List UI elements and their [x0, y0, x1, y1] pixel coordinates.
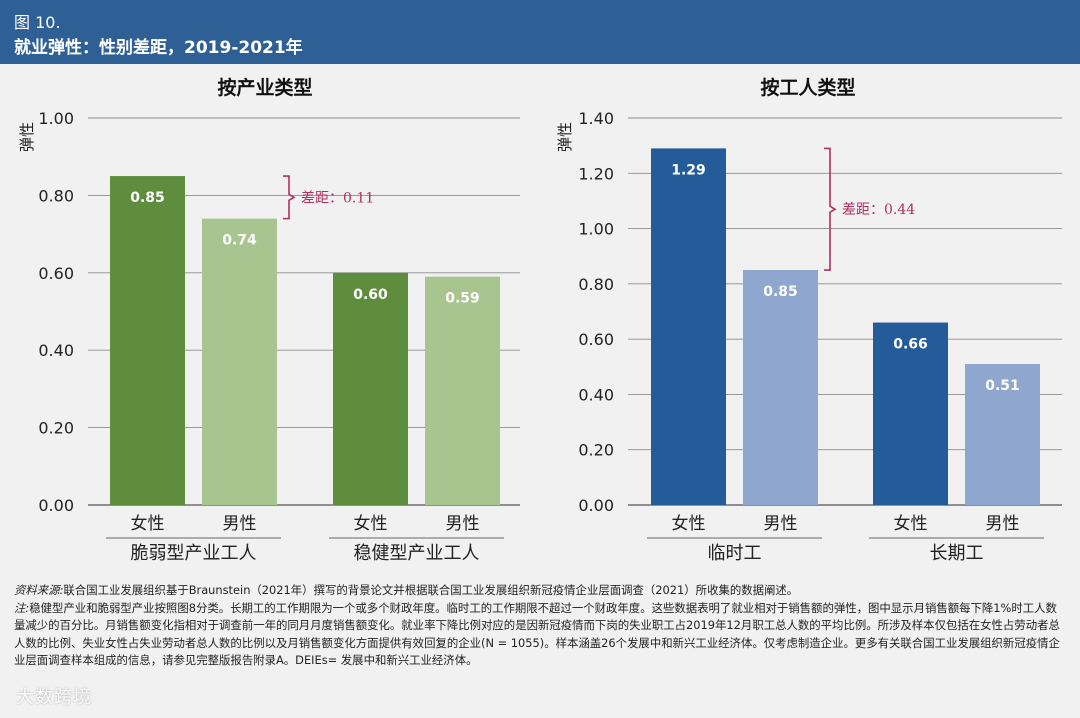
chart-title: 按工人类型 — [760, 76, 855, 99]
category-label: 女性 — [672, 514, 706, 534]
y-tick-label: 0.00 — [578, 496, 614, 515]
y-tick-label: 1.40 — [578, 109, 614, 128]
y-tick-label: 0.60 — [38, 264, 74, 283]
source-text: 联合国工业发展组织基于Braunstein（2021年）撰写的背景论文并根据联合… — [63, 583, 799, 597]
figure-header: 图 10. 就业弹性：性别差距，2019-2021年 — [0, 0, 1080, 64]
bar — [651, 148, 726, 505]
bar — [425, 276, 500, 505]
category-label: 女性 — [131, 514, 165, 534]
category-label: 男性 — [223, 514, 257, 534]
y-tick-label: 0.80 — [38, 186, 74, 205]
y-tick-label: 0.20 — [578, 441, 614, 460]
figure-notes: 资料来源:联合国工业发展组织基于Braunstein（2021年）撰写的背景论文… — [14, 582, 1066, 670]
category-label: 女性 — [354, 514, 388, 534]
group-label: 脆弱型产业工人 — [131, 543, 257, 564]
bar-value-label: 1.29 — [671, 162, 706, 178]
group-label: 临时工 — [708, 543, 762, 564]
bar — [965, 364, 1040, 505]
bar-value-label: 0.85 — [130, 190, 165, 206]
bar — [202, 218, 277, 505]
group-label: 长期工 — [930, 543, 984, 564]
bar — [333, 272, 408, 505]
category-label: 女性 — [894, 514, 928, 534]
y-tick-label: 1.00 — [578, 220, 614, 239]
chart-title: 按产业类型 — [217, 76, 312, 99]
figure-title: 就业弹性：性别差距，2019-2021年 — [14, 38, 303, 58]
category-label: 男性 — [986, 514, 1020, 534]
bar-value-label: 0.51 — [985, 378, 1020, 394]
note-text: 稳健型产业和脆弱型产业按照图8分类。长期工的工作期限为一个或多个财政年度。临时工… — [14, 600, 1060, 668]
y-tick-label: 0.40 — [578, 385, 614, 404]
bar-value-label: 0.60 — [353, 287, 388, 303]
source-label: 资料来源: — [14, 583, 64, 597]
bar — [873, 322, 948, 505]
bar-value-label: 0.59 — [445, 291, 480, 307]
y-tick-label: 1.00 — [38, 109, 74, 128]
y-tick-label: 0.40 — [38, 341, 74, 360]
y-tick-label: 0.60 — [578, 330, 614, 349]
note-line: 注:稳健型产业和脆弱型产业按照图8分类。长期工的工作期限为一个或多个财政年度。临… — [14, 600, 1066, 670]
note-label: 注: — [14, 600, 30, 615]
source-line: 资料来源:联合国工业发展组织基于Braunstein（2021年）撰写的背景论文… — [14, 582, 1066, 600]
bar — [110, 176, 185, 506]
y-tick-label: 0.80 — [578, 275, 614, 294]
y-tick-label: 1.20 — [578, 164, 614, 183]
group-label: 稳健型产业工人 — [354, 543, 480, 564]
category-label: 男性 — [764, 514, 798, 534]
gap-bracket — [824, 147, 837, 271]
y-tick-label: 0.00 — [38, 496, 74, 515]
bar-value-label: 0.85 — [763, 284, 798, 300]
category-label: 男性 — [446, 514, 480, 534]
gap-annotation: 差距：0.11 — [301, 190, 374, 206]
gap-annotation: 差距：0.44 — [842, 202, 915, 218]
gap-bracket — [283, 175, 296, 220]
y-tick-label: 0.20 — [38, 419, 74, 438]
y-axis-label: 弹性 — [18, 122, 36, 152]
watermark-text: 大数跨境 — [16, 687, 92, 708]
y-axis-label: 弹性 — [556, 122, 574, 152]
figure-number: 图 10. — [14, 13, 61, 32]
bar-value-label: 0.74 — [222, 233, 257, 249]
bar-value-label: 0.66 — [893, 337, 928, 353]
bar — [743, 270, 818, 505]
